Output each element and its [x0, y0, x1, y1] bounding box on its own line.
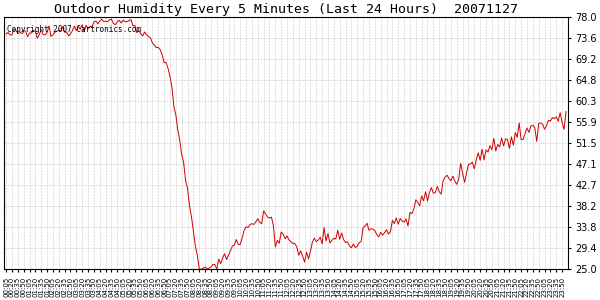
- Text: Copyright 2007 Cartronics.com: Copyright 2007 Cartronics.com: [7, 25, 141, 34]
- Title: Outdoor Humidity Every 5 Minutes (Last 24 Hours)  20071127: Outdoor Humidity Every 5 Minutes (Last 2…: [54, 3, 518, 16]
